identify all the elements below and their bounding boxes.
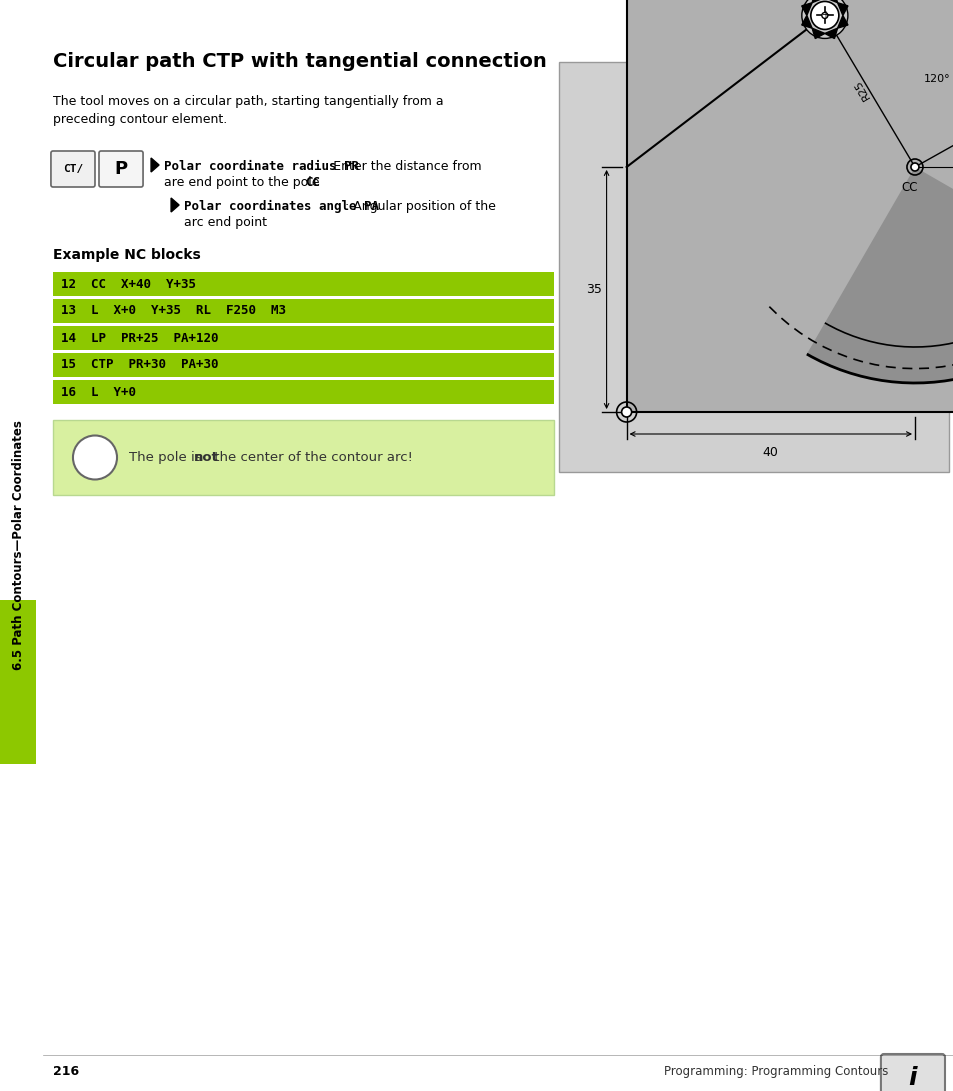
Bar [52,353,553,377]
Text: : Angular position of the: : Angular position of the [345,200,496,213]
Polygon shape [824,28,837,38]
Text: P: P [114,160,128,178]
Text: 16  L  Y+0: 16 L Y+0 [61,385,136,398]
Polygon shape [824,0,837,2]
Bar [626,0,953,412]
Text: not: not [193,451,218,464]
Text: 15  CTP  PR+30  PA+30: 15 CTP PR+30 PA+30 [61,359,218,372]
Bar [52,326,553,350]
Bar [52,272,553,296]
FancyBboxPatch shape [51,151,95,187]
Polygon shape [811,0,824,2]
Text: 120°: 120° [923,73,949,84]
Circle shape [72,435,117,480]
Text: 14  LP  PR+25  PA+120: 14 LP PR+25 PA+120 [61,332,218,345]
Text: Polar coordinates angle PA: Polar coordinates angle PA [184,200,378,213]
Bar [52,380,553,404]
Circle shape [801,0,847,38]
Text: 40: 40 [762,446,778,459]
FancyBboxPatch shape [880,1054,944,1091]
Text: CC: CC [304,176,319,189]
Text: +: + [820,11,828,21]
Text: 13  L  X+0  Y+35  RL  F250  M3: 13 L X+0 Y+35 RL F250 M3 [61,304,286,317]
Circle shape [821,12,827,19]
Text: 12  CC  X+40  Y+35: 12 CC X+40 Y+35 [61,277,195,290]
Text: Programming: Programming Contours: Programming: Programming Contours [663,1065,887,1078]
Polygon shape [151,158,159,172]
Circle shape [621,407,631,417]
Text: : Enter the distance from: : Enter the distance from [325,160,481,173]
FancyBboxPatch shape [99,151,143,187]
Text: CC: CC [901,181,917,194]
Polygon shape [801,15,811,28]
Polygon shape [171,197,179,212]
Text: Circular path CTP with tangential connection: Circular path CTP with tangential connec… [52,52,546,71]
Text: the center of the contour arc!: the center of the contour arc! [210,451,413,464]
Polygon shape [837,2,847,15]
Polygon shape [811,28,824,38]
Text: 216: 216 [52,1065,79,1078]
Text: 35: 35 [585,283,601,296]
Polygon shape [837,15,847,28]
Text: Polar coordinate radius PR: Polar coordinate radius PR [164,160,358,173]
Text: The tool moves on a circular path, starting tangentially from a
preceding contou: The tool moves on a circular path, start… [52,95,443,125]
Circle shape [910,163,918,171]
Text: i: i [907,1066,916,1090]
Text: The pole is: The pole is [129,451,206,464]
Bar [52,299,553,323]
Text: CT/: CT/ [63,164,83,173]
Polygon shape [801,2,811,15]
Wedge shape [806,167,953,383]
Text: 6.5 Path Contours—Polar Coordinates: 6.5 Path Contours—Polar Coordinates [11,420,25,671]
Bar [0,600,36,764]
Bar [558,62,948,472]
Circle shape [810,1,838,29]
Text: R25: R25 [851,77,871,101]
Text: are end point to the pole: are end point to the pole [164,176,323,189]
Bar [52,420,553,495]
Text: Example NC blocks: Example NC blocks [52,248,200,262]
Text: arc end point: arc end point [184,216,267,229]
